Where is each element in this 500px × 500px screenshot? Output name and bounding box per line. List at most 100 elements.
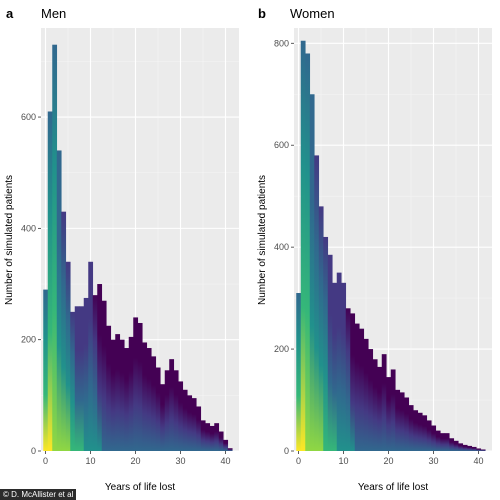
histogram-bar	[101, 300, 107, 451]
histogram-bar	[300, 40, 306, 451]
histogram-bar	[426, 420, 432, 451]
panel-a-bars	[43, 44, 233, 452]
histogram-bar	[350, 313, 356, 451]
histogram-bar	[377, 366, 383, 451]
x-tick-label: 0	[43, 456, 48, 466]
panel-a-y-ticks: 0 200 400 600	[21, 112, 41, 456]
panel-a-y-axis-title: Number of simulated patients	[4, 175, 15, 305]
histogram-bar	[128, 336, 134, 451]
histogram-bar	[65, 261, 71, 451]
histogram-bar	[296, 293, 302, 451]
histogram-bar	[155, 367, 161, 451]
histogram-bar	[404, 397, 410, 451]
histogram-bar	[327, 254, 333, 451]
panel-a-title: Men	[41, 6, 66, 21]
y-tick-label: 600	[274, 140, 289, 150]
panel-a-x-axis-title: Years of life lost	[105, 482, 175, 493]
histogram-bar	[92, 295, 98, 451]
histogram-bar	[345, 308, 351, 451]
histogram-bar	[74, 306, 80, 451]
x-tick-label: 30	[428, 456, 438, 466]
panel-b-x-ticks: 0 10 20 30 40	[296, 451, 484, 466]
histogram-bar	[336, 272, 342, 451]
y-tick-label: 0	[284, 446, 289, 456]
histogram-bar	[187, 395, 193, 451]
histogram-bar	[106, 325, 112, 451]
histogram-bar	[214, 423, 220, 451]
histogram-bar	[115, 334, 121, 451]
histogram-bar	[305, 53, 311, 451]
histogram-bar	[205, 423, 211, 451]
panel-b-bars	[296, 40, 486, 451]
histogram-bar	[314, 155, 320, 451]
x-tick-label: 0	[296, 456, 301, 466]
histogram-bar	[160, 384, 166, 451]
histogram-bar	[359, 328, 365, 451]
histogram-bar	[178, 381, 184, 451]
y-tick-label: 0	[31, 446, 36, 456]
y-tick-label: 400	[274, 242, 289, 252]
histogram-bar	[435, 430, 441, 451]
histogram-bar	[223, 439, 229, 451]
panel-b-y-axis-title: Number of simulated patients	[257, 175, 268, 305]
histogram-bar	[200, 420, 206, 451]
x-tick-label: 10	[85, 456, 95, 466]
histogram-bar	[395, 389, 401, 451]
histogram-bar	[341, 282, 347, 451]
x-tick-label: 20	[383, 456, 393, 466]
panel-a-x-ticks: 0 10 20 30 40	[43, 451, 231, 466]
histogram-bar	[368, 349, 374, 451]
x-tick-label: 30	[175, 456, 185, 466]
panel-a: a Men 0 200 400 600 0 10 20 30 40 Years of life…	[4, 6, 239, 493]
y-tick-label: 600	[21, 112, 36, 122]
histogram-bar	[354, 323, 360, 451]
histogram-bar	[422, 415, 428, 451]
histogram-bar	[88, 261, 94, 451]
panel-b: b Women 0 200 400 600 800 0 10 20 30 40 Years of…	[257, 6, 492, 493]
y-tick-label: 200	[21, 335, 36, 345]
x-tick-label: 10	[338, 456, 348, 466]
histogram-bar	[151, 356, 157, 451]
x-tick-label: 40	[220, 456, 230, 466]
image-credit: © D. McAllister et al	[0, 489, 77, 500]
histogram-bar	[209, 425, 215, 451]
panel-b-x-axis-title: Years of life lost	[358, 482, 428, 493]
panel-b-letter: b	[258, 6, 266, 21]
histogram-bar	[196, 406, 202, 451]
histogram-bar	[480, 449, 486, 451]
histogram-bar	[182, 389, 188, 451]
histogram-bar	[52, 44, 58, 452]
histogram-bar	[318, 206, 324, 451]
histogram-bar	[83, 297, 89, 451]
histogram-bar	[462, 444, 468, 451]
y-tick-label: 800	[274, 38, 289, 48]
histogram-bar	[218, 431, 224, 451]
panel-a-letter: a	[6, 6, 14, 21]
panel-b-y-ticks: 0 200 400 600 800	[274, 38, 294, 456]
histogram-bar	[453, 440, 459, 451]
histogram-bar	[146, 348, 152, 451]
histogram-bar	[323, 236, 329, 451]
histogram-bar	[363, 338, 369, 451]
histogram-bar	[169, 359, 175, 451]
y-tick-label: 200	[274, 344, 289, 354]
histogram-bar	[471, 446, 477, 451]
histogram-bar	[399, 392, 405, 451]
histogram-bar	[173, 370, 179, 451]
histogram-bar	[309, 94, 315, 451]
panel-b-title: Women	[290, 6, 335, 21]
histogram-bar	[458, 443, 464, 451]
histogram-bar	[408, 405, 414, 451]
histogram-bar	[119, 339, 125, 451]
histogram-bar	[133, 317, 139, 451]
histogram-bar	[227, 448, 233, 451]
histogram-bar	[444, 433, 450, 451]
histogram-bar	[137, 322, 143, 451]
y-tick-label: 400	[21, 223, 36, 233]
histogram-bar	[70, 311, 76, 451]
histogram-bar	[372, 359, 378, 451]
histogram-bar	[449, 438, 455, 451]
histogram-bar	[381, 354, 387, 451]
histogram-bar	[97, 284, 103, 451]
